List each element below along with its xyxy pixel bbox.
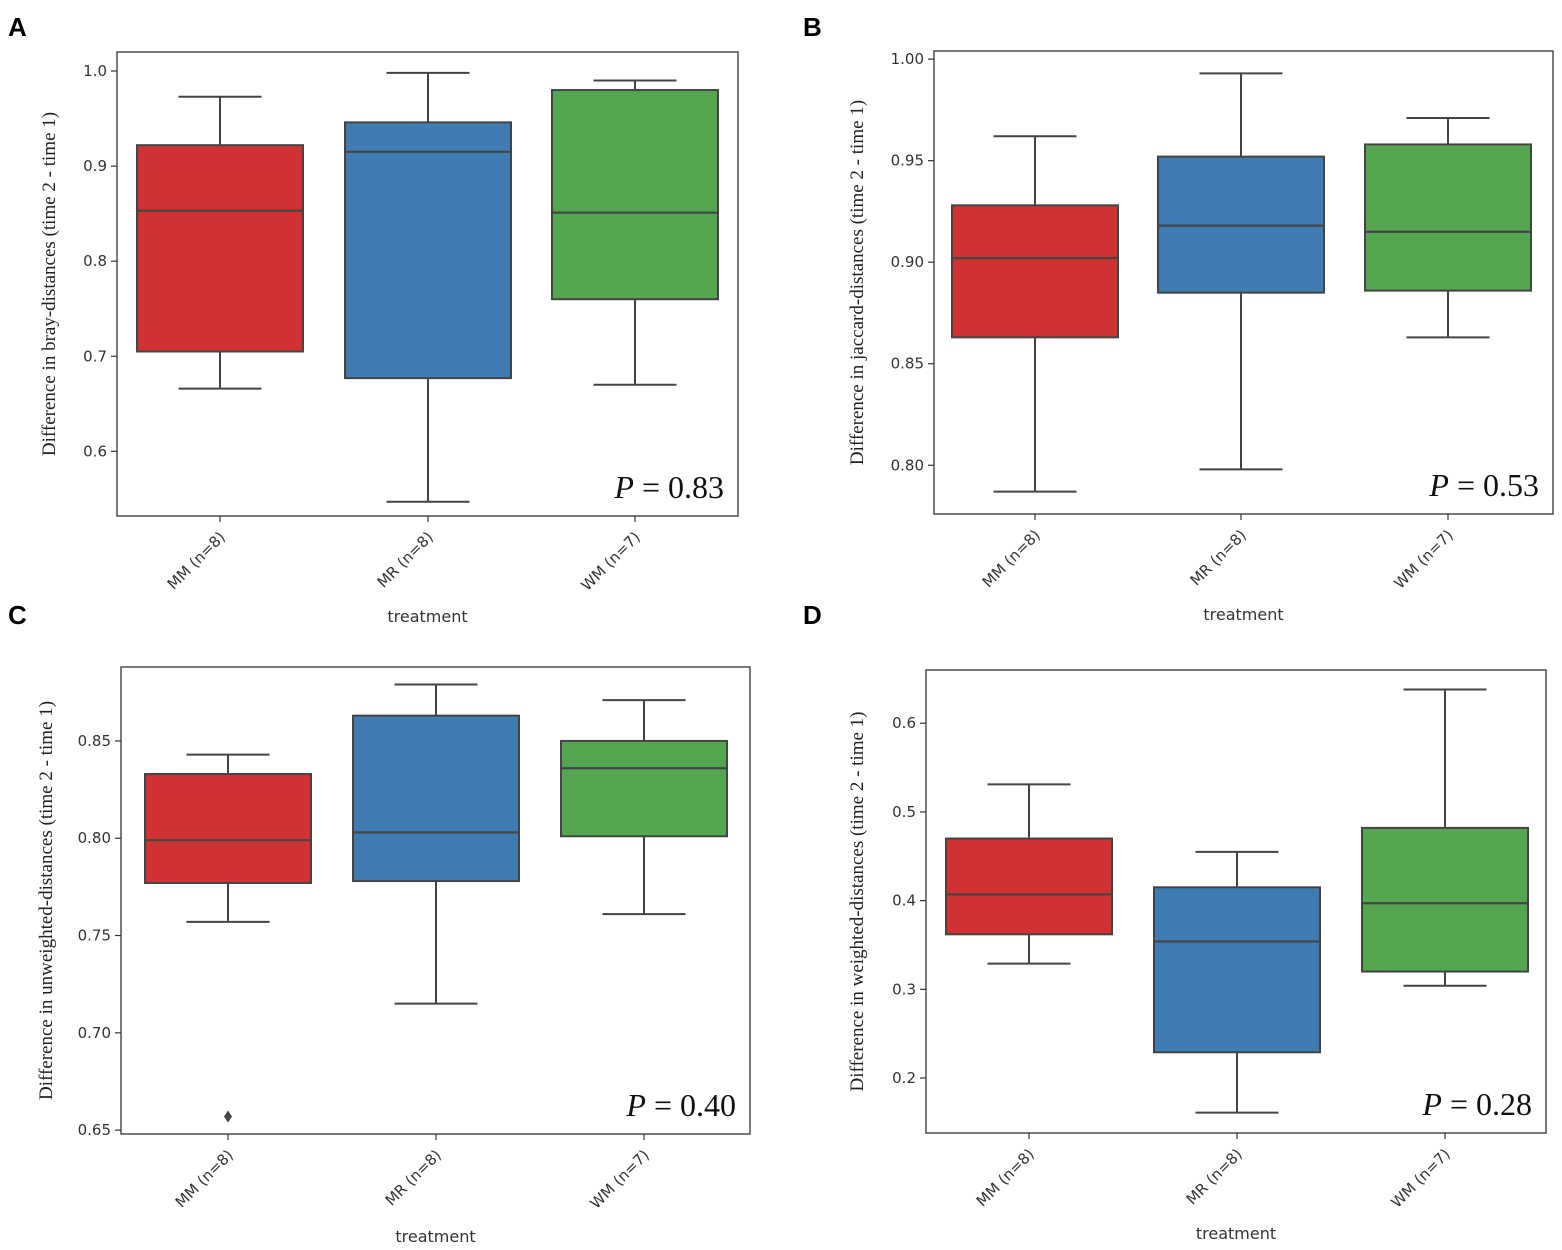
panel-d-box-wm [1361,688,1529,987]
panel-c-box-wm [560,699,728,916]
outlier-point [224,1110,232,1123]
panel-a-ytick-label: 0.6 [83,442,107,460]
panel-b-category-label: MR (n=8) [1187,526,1250,589]
panel-b-ytick-label: 0.80 [891,456,924,474]
panel-a-category-label: MR (n=8) [374,528,437,591]
iqr-box [951,204,1119,339]
panel-d-category-label: WM (n=7) [1387,1145,1453,1211]
panel-b: B 0.80 0.85 0.90 0.95 1.00 MM (n=8) MR (n=8) WM … [803,12,1554,624]
panel-d-p-value: P = 0.28 [1421,1086,1532,1122]
panel-b-category-label: MM (n=8) [979,526,1044,591]
panel-d-letter: D [803,600,822,630]
panel-c-ytick-label: 0.70 [78,1024,111,1042]
panel-c-category-label: MR (n=8) [382,1146,445,1209]
panel-c-ylabel: Difference in unweighted-distances (time… [36,701,57,1100]
iqr-box [1361,826,1529,973]
panel-a-letter: A [8,12,27,42]
panel-b-category-label: WM (n=7) [1390,526,1456,592]
iqr-box [560,739,728,838]
panel-a-box-wm [551,79,719,386]
p-number: = 0.40 [646,1087,736,1123]
panel-b-p-value: P = 0.53 [1428,467,1539,503]
panel-b-letter: B [803,12,822,42]
panel-a-ylabel: Difference in bray-distances (time 2 - t… [39,112,60,456]
panel-c-ytick-label: 0.65 [78,1121,111,1139]
panel-b-ylabel: Difference in jaccard-distances (time 2 … [847,100,868,465]
iqr-box [1153,886,1321,1054]
iqr-box [144,773,312,884]
panel-a-ytick-label: 0.9 [83,157,107,175]
panel-d-ytick-label: 0.3 [892,980,916,998]
panel-d-ytick-label: 0.4 [892,892,916,910]
panel-d-category-label: MM (n=8) [973,1145,1038,1210]
panel-d: D 0.2 0.3 0.4 0.5 0.6 MM (n=8) MR (n=8) WM (n=7)… [803,600,1547,1243]
panel-a-ytick-label: 0.8 [83,252,107,270]
panel-c-p-value: P = 0.40 [625,1087,736,1123]
p-number: = 0.53 [1449,467,1539,503]
iqr-box [1364,143,1532,292]
panel-b-box-wm [1364,117,1532,339]
p-symbol: P [1428,467,1449,503]
p-number: = 0.28 [1442,1086,1532,1122]
panel-d-ytick-label: 0.2 [892,1069,916,1087]
iqr-box [551,89,719,301]
panel-b-ytick-label: 1.00 [891,50,924,68]
panel-c-letter: C [8,600,27,630]
panel-a-box-mm [136,95,304,390]
panel-d-box-mr [1153,850,1321,1114]
p-number: = 0.83 [634,469,724,505]
panel-d-ylabel: Difference in weighted-distances (time 2… [847,711,868,1091]
panel-c-category-label: MM (n=8) [172,1146,237,1211]
panel-b-xlabel: treatment [1203,605,1283,624]
p-symbol: P [625,1087,646,1123]
panel-a-box-mr [344,71,512,503]
panel-c-category-label: WM (n=7) [586,1146,652,1212]
iqr-box [352,714,520,883]
p-symbol: P [1421,1086,1442,1122]
p-symbol: P [613,469,634,505]
panel-b-plot-frame [933,50,1554,515]
panel-b-box-mm [951,135,1119,493]
panel-b-box-mr [1157,72,1325,471]
panel-d-xlabel: treatment [1196,1224,1276,1243]
panel-b-ytick-label: 0.95 [891,152,924,170]
panel-a-xlabel: treatment [387,607,467,626]
iqr-box [136,144,304,353]
panel-b-ytick-label: 0.90 [891,253,924,271]
panel-a-ytick-label: 1.0 [83,62,107,80]
panel-b-ytick-label: 0.85 [891,355,924,373]
panel-c-box-mr [352,683,520,1005]
iqr-box [344,121,512,380]
panel-c-ytick-label: 0.80 [78,829,111,847]
panel-d-box-mm [945,783,1113,965]
panel-a-category-label: WM (n=7) [577,528,643,594]
panel-c: C 0.65 0.70 0.75 0.80 0.85 MM (n=8) MR (n=8) WM … [8,600,751,1246]
panel-d-category-label: MR (n=8) [1183,1145,1246,1208]
panel-a: A 0.6 0.7 0.8 0.9 1.0 MM (n=8) MR (n=8) WM (n=7)… [8,12,739,626]
panel-a-category-label: MM (n=8) [164,528,229,593]
panel-d-plot-frame [925,669,1547,1134]
panel-c-xlabel: treatment [395,1227,475,1246]
panel-d-ytick-label: 0.5 [892,803,916,821]
panel-c-ytick-label: 0.85 [78,732,111,750]
iqr-box [945,837,1113,936]
panel-d-ytick-label: 0.6 [892,714,916,732]
panel-a-p-value: P = 0.83 [613,469,724,505]
panel-a-ytick-label: 0.7 [83,347,107,365]
panel-c-box-mm [144,753,312,1123]
panel-c-ytick-label: 0.75 [78,927,111,945]
